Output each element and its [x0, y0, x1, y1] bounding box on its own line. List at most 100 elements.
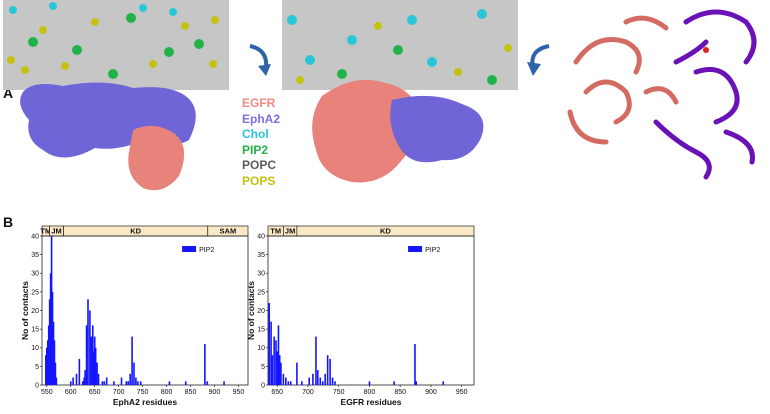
contact-bar [97, 373, 100, 385]
x-tick-label: 650 [271, 389, 283, 396]
y-tick-label: 20 [257, 308, 265, 315]
legend-epha2: EphA2 [242, 111, 281, 126]
contact-bar [87, 299, 89, 385]
y-tick-label: 10 [31, 345, 39, 352]
panel-b-letter: B [3, 214, 14, 230]
x-tick-label: 800 [161, 389, 173, 396]
lipid-headgroups [287, 9, 512, 85]
contact-bar [45, 347, 48, 385]
contact-bar [125, 381, 128, 385]
contact-bar [127, 381, 130, 385]
contact-bar [280, 362, 282, 385]
contact-bar [319, 377, 322, 385]
contact-bar [50, 236, 53, 385]
y-tick-label: 0 [261, 382, 265, 389]
contact-bar [268, 303, 271, 385]
contact-bar [129, 373, 131, 385]
y-tick-label: 5 [261, 364, 265, 371]
contact-bar [273, 336, 275, 385]
contact-bar [278, 355, 281, 385]
plot-frame [267, 235, 475, 386]
contact-bar [47, 325, 50, 385]
y-tick-label: 40 [31, 233, 39, 240]
legend-swatch [182, 246, 197, 252]
contact-bar [334, 381, 336, 385]
contact-bar [83, 377, 85, 385]
contact-bar [414, 344, 416, 385]
contact-bar [101, 381, 104, 385]
domain-label: SAM [220, 227, 237, 236]
x-tick-label: 550 [41, 389, 53, 396]
membrane-render-2 [282, 0, 518, 183]
epha2-ribbon [653, 9, 757, 180]
contact-bar [277, 325, 280, 385]
contact-bar [271, 355, 274, 385]
legend-pip2: PIP2 [242, 142, 269, 157]
contact-bar [321, 381, 324, 385]
egfr-contacts-chart: TM JM KD 0 5 10 15 20 25 30 35 40 650 700 750 800 850 900… [246, 225, 475, 407]
contact-bar [131, 336, 133, 385]
contact-bar [317, 370, 319, 385]
contact-bar [53, 340, 56, 385]
contact-bar [72, 377, 74, 385]
contact-bar [393, 381, 395, 385]
contact-bar [120, 377, 123, 385]
contact-bar [368, 381, 371, 385]
y-tick-label: 0 [35, 382, 39, 389]
contact-bar [105, 377, 108, 385]
domain-label: JM [285, 227, 295, 236]
contact-bar [206, 381, 209, 385]
egfr-ribbon [567, 15, 679, 145]
legend-label: PIP2 [199, 247, 214, 254]
contact-bar [289, 381, 292, 385]
epha2-surface [20, 82, 196, 158]
x-tick-label: 900 [425, 389, 437, 396]
x-tick-label: 750 [137, 389, 149, 396]
contact-bar [96, 362, 98, 385]
contact-bar [91, 325, 94, 385]
rotate-arrow-icon [249, 44, 271, 76]
x-tick-label: 800 [364, 389, 376, 396]
contact-bar [54, 362, 57, 385]
panel-a-letter: A [3, 85, 14, 101]
y-axis-label: No of contacts [246, 281, 256, 340]
y-axis-label: No of contacts [20, 281, 30, 340]
contact-bar [49, 273, 52, 385]
legend-swatch [408, 246, 423, 252]
legend-popc: POPC [242, 158, 277, 172]
domain-label: JM [51, 227, 61, 236]
y-tick-label: 15 [31, 327, 39, 334]
plot-frame [41, 235, 249, 386]
domain-label: KD [130, 227, 141, 236]
contact-bar [442, 381, 445, 385]
contact-bar [312, 373, 314, 385]
contact-bar [81, 381, 84, 385]
contact-bar [78, 358, 81, 385]
x-tick-label: 900 [209, 389, 221, 396]
contact-bar [75, 373, 78, 385]
y-tick-label: 35 [31, 252, 39, 259]
x-tick-label: 850 [394, 389, 406, 396]
contact-bar [331, 377, 334, 385]
epha2-surface [390, 95, 484, 163]
y-tick-label: 25 [31, 289, 39, 296]
contact-bar [139, 381, 142, 385]
contact-bar [52, 321, 55, 385]
contact-bar [204, 344, 206, 385]
contact-bar [137, 381, 139, 385]
x-tick-label: 700 [113, 389, 125, 396]
legend-egfr: EGFR [242, 96, 276, 110]
legend-chol: Chol [242, 127, 269, 141]
contact-bar [282, 373, 285, 385]
contact-bar [223, 381, 225, 385]
y-tick-label: 40 [257, 233, 265, 240]
lipid-headgroups [7, 2, 219, 79]
y-tick-label: 25 [257, 289, 265, 296]
contact-bar [94, 347, 97, 385]
domain-label: KD [380, 227, 391, 236]
x-tick-label: 600 [65, 389, 77, 396]
contact-bar [69, 381, 72, 385]
contact-bar [113, 381, 115, 385]
contact-bar [135, 377, 137, 385]
contact-bar [168, 381, 171, 385]
